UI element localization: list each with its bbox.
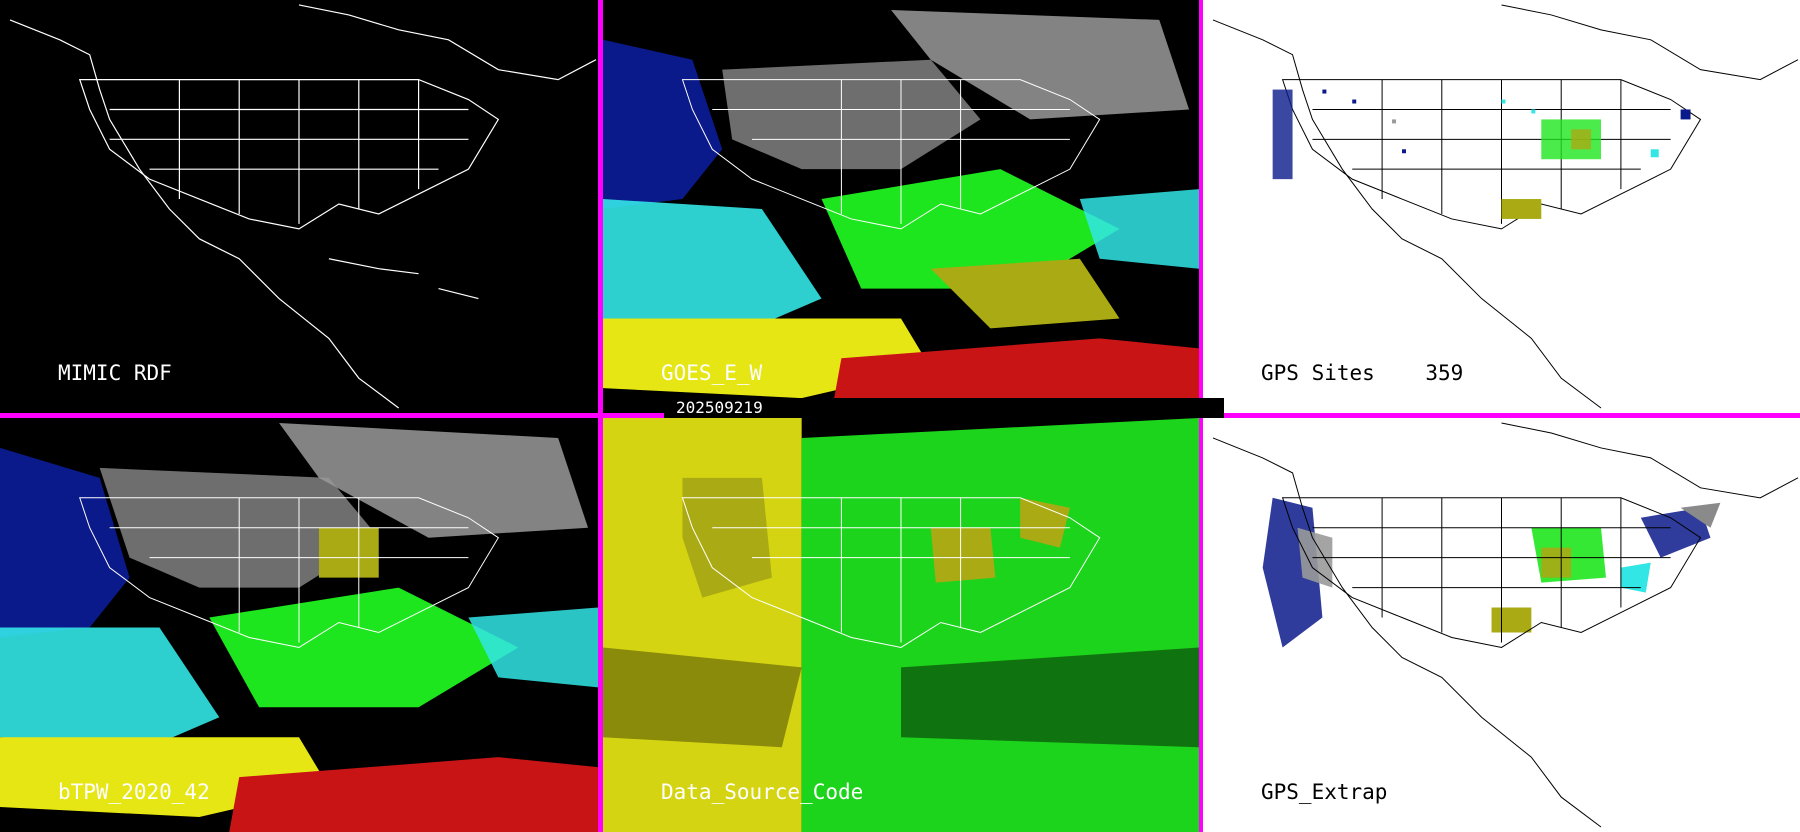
gps-site-map [1212,4,1799,409]
timestamp-label: 202509219 [664,398,1224,418]
panel-gps-sites: GPS Sites 359 [1203,0,1800,413]
panel-gps-extrap: GPS_Extrap [1203,418,1800,832]
panel-label: GOES_E_W [661,361,763,385]
data-source-map [603,418,1199,832]
panel-btpw: bTPW_2020_42 [0,418,598,832]
panel-label: GPS Sites 359 [1261,361,1464,385]
moisture-map [0,418,598,832]
panel-label: bTPW_2020_42 [58,780,210,804]
panel-data-source-code: Data_Source_Code [603,418,1199,832]
moisture-map [603,0,1199,413]
panel-mimic-rdf: MIMIC RDF [0,0,598,413]
panel-label: GPS_Extrap [1261,780,1388,804]
map-outline [9,4,597,409]
gps-extrap-map [1212,422,1799,828]
panel-label: MIMIC RDF [58,361,172,385]
panel-label: Data_Source_Code [661,780,864,804]
panel-goes-e-w: GOES_E_W [603,0,1199,413]
